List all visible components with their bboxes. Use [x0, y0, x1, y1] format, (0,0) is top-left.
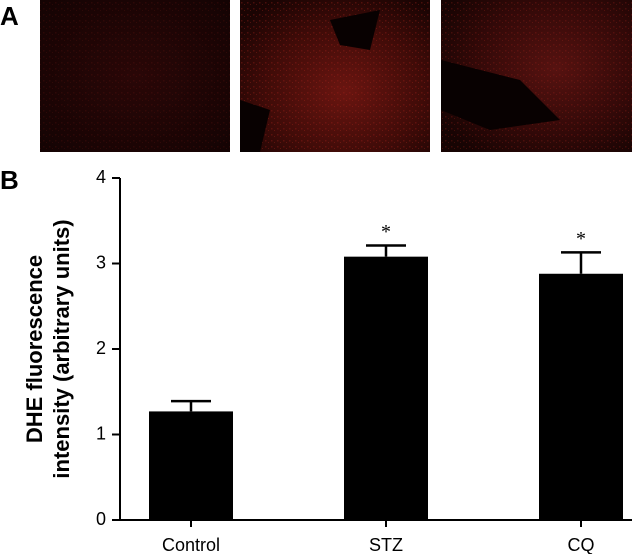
y-axis-title: DHE fluorescence intensity (arbitrary un… [22, 219, 74, 478]
panel-label: A [0, 1, 19, 31]
significance-mark: * [576, 228, 586, 250]
micrograph-texture [40, 0, 230, 152]
error-bar [561, 251, 601, 274]
bar [149, 411, 233, 520]
y-tick-label: 3 [96, 252, 106, 272]
y-tick-label: 2 [96, 338, 106, 358]
y-tick-label: 0 [96, 509, 106, 529]
y-tick-label: 4 [96, 167, 106, 187]
error-bar [366, 244, 406, 257]
x-tick-label: STZ [369, 535, 403, 554]
x-tick-label: Control [162, 535, 220, 554]
significance-mark: * [381, 221, 391, 243]
micrograph-dark-region [240, 10, 380, 152]
y-tick-label: 1 [96, 423, 106, 443]
bar [539, 273, 623, 520]
panel-label: B [0, 165, 19, 195]
x-tick-label: CQ [568, 535, 595, 554]
y-axis-title-line: DHE fluorescence [22, 255, 47, 443]
bar [344, 256, 428, 520]
micrograph-panel [40, 0, 632, 152]
y-axis-title-line: intensity (arbitrary units) [49, 219, 74, 478]
micrograph-dark-region [441, 60, 560, 130]
error-bar [171, 399, 211, 412]
